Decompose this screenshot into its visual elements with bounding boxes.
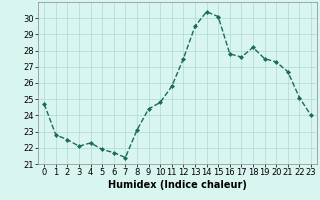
X-axis label: Humidex (Indice chaleur): Humidex (Indice chaleur) (108, 180, 247, 190)
